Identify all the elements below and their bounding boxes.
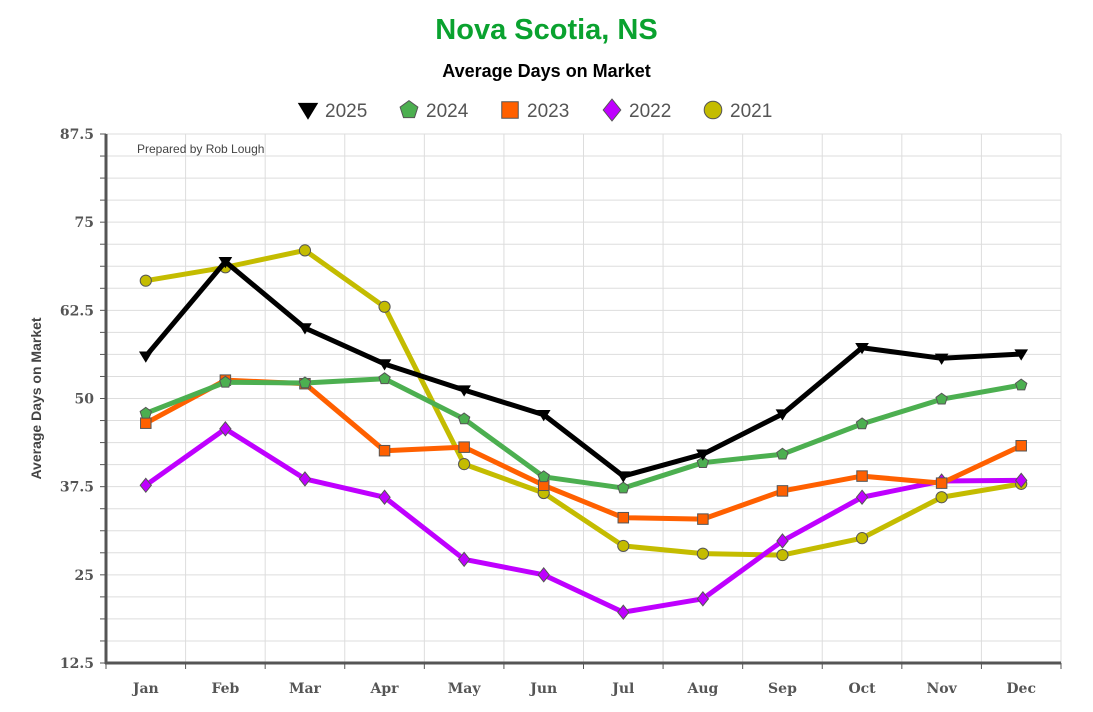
chart-title: Nova Scotia, NS (435, 14, 658, 46)
data-point-2024-May (457, 412, 471, 425)
data-point-2021-May (458, 457, 471, 471)
data-point-2024-Apr (378, 372, 391, 385)
y-tick-label: 75 (75, 215, 94, 231)
data-point-2022-May (457, 551, 471, 568)
y-tick-label: 87.5 (60, 127, 94, 143)
legend-item-2022: 2022 (602, 98, 671, 122)
legend-marker-2022 (602, 98, 622, 122)
data-point-2025-Jun (536, 410, 551, 422)
legend-item-2025: 2025 (297, 101, 367, 122)
data-point-2024-Dec (1014, 378, 1028, 391)
data-point-2022-Sep (776, 533, 789, 549)
data-point-2021-Apr (378, 300, 391, 313)
data-point-2023-May (458, 441, 470, 453)
data-point-2022-Jun (537, 567, 550, 583)
data-point-2023-Aug (697, 513, 709, 525)
x-tick-label: Jun (528, 681, 557, 697)
data-point-2023-Apr (378, 444, 391, 457)
legend-marker-2023 (501, 101, 519, 119)
data-point-2023-Jan (140, 417, 152, 429)
data-point-2022-Oct (855, 489, 869, 506)
x-tick-label: Mar (289, 681, 322, 697)
data-point-2025-Apr (377, 359, 392, 371)
legend-label: 2024 (426, 101, 469, 122)
legend-item-2021: 2021 (703, 100, 772, 122)
data-point-2022-Aug (696, 591, 710, 607)
data-point-2021-Sep (776, 548, 789, 562)
data-point-2021-Oct (855, 532, 869, 545)
data-point-2023-Dec (1015, 440, 1027, 452)
data-point-2024-Nov (935, 392, 948, 405)
y-tick-label: 50 (75, 392, 95, 408)
legend-label: 2025 (325, 101, 367, 122)
x-tick-label: Jul (610, 681, 634, 697)
data-point-2021-Nov (935, 491, 948, 504)
data-point-2024-Mar (298, 376, 312, 389)
data-point-2023-Nov (935, 477, 948, 489)
legend-label: 2022 (629, 101, 671, 122)
data-point-2025-Sep (775, 409, 790, 421)
data-point-2023-Jul (617, 511, 630, 524)
data-point-2021-Mar (298, 244, 312, 257)
data-point-2025-Oct (855, 343, 869, 355)
x-tick-label: Feb (211, 681, 239, 697)
y-tick-label: 12.5 (60, 656, 94, 672)
legend-label: 2023 (527, 101, 569, 122)
y-axis-label: Average Days on Market (28, 317, 44, 479)
x-tick-label: May (448, 681, 482, 697)
data-point-2024-Jun (537, 470, 550, 483)
data-point-2024-Feb (219, 375, 232, 388)
legend-marker-2025 (297, 102, 319, 120)
data-point-2024-Jan (139, 406, 153, 419)
y-tick-label: 25 (75, 568, 94, 584)
data-point-2022-Feb (219, 421, 232, 437)
series-2024 (139, 372, 1028, 494)
data-point-2022-Mar (298, 471, 312, 487)
data-point-2022-Jan (139, 477, 153, 494)
x-tick-label: Dec (1006, 681, 1036, 697)
x-tick-label: Apr (370, 681, 400, 697)
data-point-2021-Jul (617, 539, 630, 553)
data-point-2025-Feb (218, 256, 233, 269)
data-point-2023-Sep (776, 485, 789, 497)
annotation: Prepared by Rob Lough (137, 142, 264, 156)
data-point-2024-Aug (696, 456, 710, 468)
data-point-2022-Jul (617, 604, 630, 621)
x-tick-label: Oct (848, 681, 876, 697)
x-tick-label: Sep (768, 681, 797, 697)
data-point-2024-Oct (855, 417, 869, 430)
data-point-2025-Nov (934, 353, 949, 365)
data-point-2025-Aug (696, 449, 710, 461)
legend-marker-2021 (703, 100, 723, 120)
legend-item-2023: 2023 (501, 101, 569, 122)
series-2025 (138, 256, 1029, 483)
data-point-2024-Sep (776, 447, 789, 460)
legend-marker-2024 (399, 100, 419, 119)
series-line-2025 (143, 259, 1022, 479)
data-point-2021-Jan (139, 274, 152, 287)
data-point-2022-Apr (378, 489, 391, 506)
data-point-2025-Mar (298, 323, 312, 335)
x-tick-label: Jan (131, 681, 159, 697)
data-point-2021-Aug (696, 547, 709, 560)
data-point-2025-Jul (616, 471, 631, 483)
series-line-2021 (145, 247, 1022, 558)
legend: 2025 2024 2023 2022 2021 (297, 98, 772, 122)
x-tick-label: Aug (686, 681, 718, 697)
legend-item-2024: 2024 (399, 100, 469, 122)
data-point-2025-Dec (1014, 349, 1029, 361)
legend-label: 2021 (730, 101, 772, 122)
data-point-2025-May (457, 385, 471, 397)
data-point-2023-Oct (856, 470, 868, 482)
data-point-2024-Jul (617, 481, 630, 494)
data-point-2025-Jan (138, 351, 153, 363)
y-tick-label: 37.5 (60, 480, 94, 496)
series-line-2022 (144, 426, 1022, 615)
series-line-2024 (144, 376, 1022, 491)
chart-subtitle: Average Days on Market (442, 61, 651, 81)
y-tick-label: 62.5 (60, 303, 94, 319)
x-tick-label: Nov (926, 681, 957, 697)
data-point-2022-Dec (1014, 472, 1028, 489)
